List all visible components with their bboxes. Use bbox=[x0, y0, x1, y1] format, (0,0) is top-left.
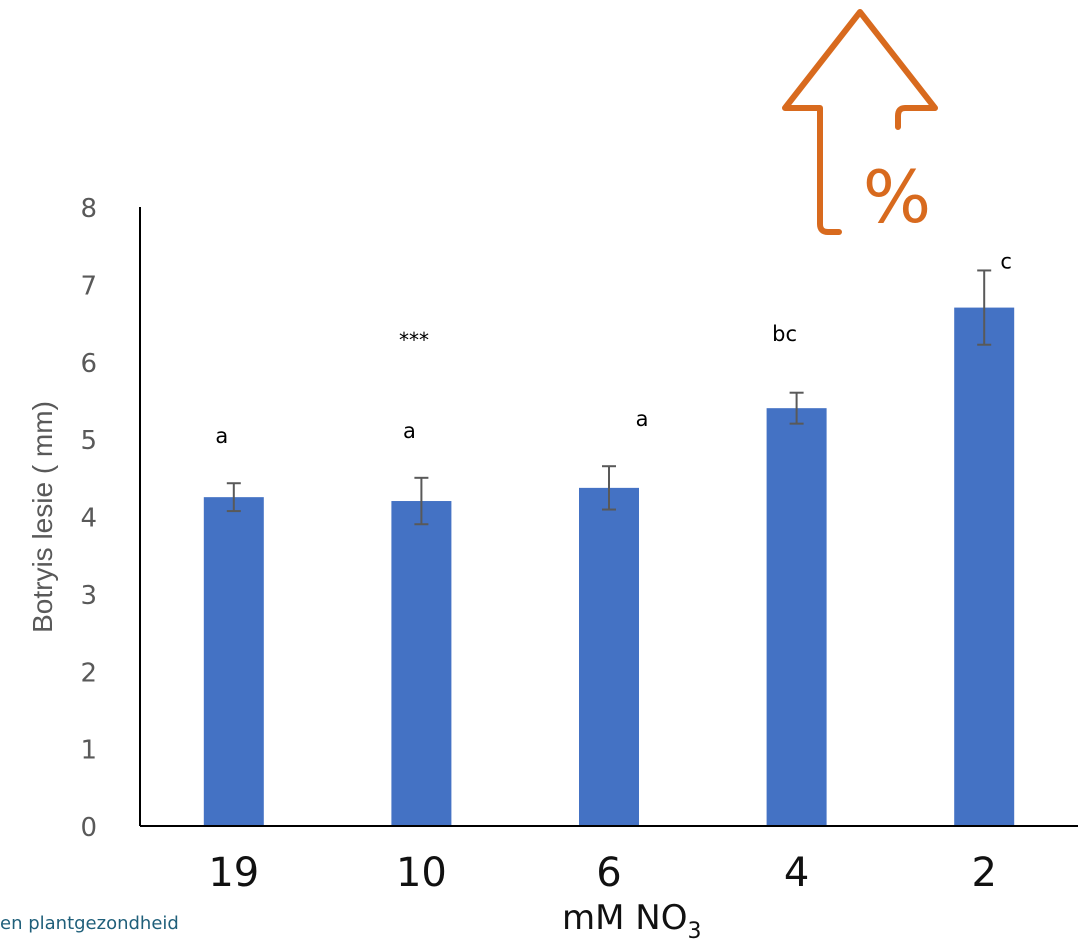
x-axis-label-text: mM NO bbox=[562, 898, 688, 938]
significance-letter: c bbox=[1000, 249, 1012, 273]
y-tick-label: 5 bbox=[80, 426, 97, 456]
x-tick-labels: 19 10 6 4 2 bbox=[208, 850, 997, 896]
significance-annotation: *** bbox=[399, 328, 429, 352]
significance-letters-group: a a a bc c bbox=[215, 249, 1012, 448]
y-axis-label: Botryis lesie ( mm) bbox=[27, 401, 58, 633]
x-tick-label: 4 bbox=[784, 850, 809, 896]
bar bbox=[766, 408, 827, 826]
x-tick-label: 6 bbox=[596, 850, 621, 896]
error-bar bbox=[977, 269, 992, 346]
x-tick-label: 10 bbox=[396, 850, 447, 896]
percent-up-arrow-icon: % bbox=[782, 9, 938, 239]
percent-symbol: % bbox=[863, 155, 931, 239]
significance-letter: a bbox=[215, 424, 228, 448]
x-tick-label: 19 bbox=[208, 850, 259, 896]
y-tick-label: 2 bbox=[80, 658, 97, 688]
y-tick-label: 3 bbox=[80, 581, 97, 611]
y-tick-label: 4 bbox=[80, 504, 97, 534]
bars-group bbox=[203, 307, 1015, 826]
bar bbox=[203, 497, 264, 826]
significance-letter: a bbox=[403, 419, 416, 443]
y-tick-label: 1 bbox=[80, 736, 97, 766]
x-axis-label-subscript: 3 bbox=[687, 919, 702, 944]
x-tick-label: 2 bbox=[971, 850, 996, 896]
error-bar bbox=[789, 391, 804, 425]
y-tick-label: 8 bbox=[80, 194, 97, 224]
bar bbox=[579, 487, 639, 826]
footer-text: en plantgezondheid bbox=[0, 913, 179, 934]
arrow-outline bbox=[782, 9, 938, 235]
y-tick-labels: 0 1 2 3 4 5 6 7 8 bbox=[80, 194, 97, 843]
y-tick-label: 6 bbox=[80, 349, 97, 379]
error-bars-group bbox=[226, 269, 992, 526]
error-bar bbox=[226, 482, 241, 513]
bar bbox=[391, 501, 452, 826]
y-tick-label: 0 bbox=[80, 813, 97, 843]
y-tick-label: 7 bbox=[80, 271, 97, 301]
error-bar bbox=[602, 465, 616, 511]
bar bbox=[954, 307, 1015, 826]
significance-letter: bc bbox=[772, 322, 797, 346]
error-bar bbox=[414, 476, 429, 526]
x-axis-label: mM NO3 bbox=[562, 898, 701, 944]
significance-letter: a bbox=[636, 407, 649, 431]
